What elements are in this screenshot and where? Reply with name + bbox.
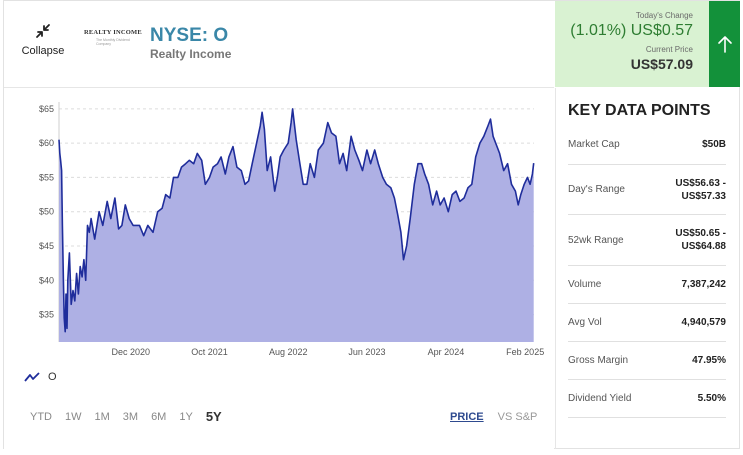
kdp-label: 52wk Range	[568, 234, 624, 246]
y-tick-label: $65	[39, 104, 54, 114]
collapse-label: Collapse	[21, 45, 65, 57]
y-tick-label: $60	[39, 138, 54, 148]
kdp-value: $50B	[702, 139, 726, 150]
x-tick-label: Apr 2024	[428, 347, 465, 357]
current-price: US$57.09	[630, 56, 693, 72]
kdp-label: Avg Vol	[568, 317, 602, 328]
period-1y[interactable]: 1Y	[179, 411, 193, 423]
period-3m[interactable]: 3M	[122, 411, 139, 423]
logo-text: REALTY INCOME	[84, 29, 142, 36]
period-ytd[interactable]: YTD	[30, 411, 52, 423]
kdp-row-52wk-range: 52wk Range US$50.65 - US$64.88	[568, 215, 726, 266]
company-name: Realty Income	[150, 47, 232, 61]
series-area-o	[59, 108, 534, 343]
kdp-value: US$50.65 - US$64.88	[675, 228, 726, 252]
kdp-row-market-cap: Market Cap $50B	[568, 125, 726, 165]
kdp-label: Day's Range	[568, 184, 625, 195]
price-chart-panel: $65 $60 $55 $50 $45 $40 $35 Dec 2020 Oct 2021 Aug…	[4, 88, 554, 449]
kdp-label: Gross Margin	[568, 355, 629, 366]
mode-vs-sp[interactable]: VS S&P	[497, 411, 538, 423]
arrow-up-icon	[718, 36, 732, 53]
kdp-value: 7,387,242	[681, 279, 727, 290]
kdp-row-gross-margin: Gross Margin 47.95%	[568, 342, 726, 380]
y-tick-label: $45	[39, 241, 54, 251]
legend-label: O	[48, 371, 57, 383]
y-tick-label: $35	[39, 310, 54, 320]
y-tick-label: $40	[39, 275, 54, 285]
kdp-row-avg-vol: Avg Vol 4,940,579	[568, 304, 726, 342]
x-tick-label: Aug 2022	[269, 347, 308, 357]
key-data-title: KEY DATA POINTS	[568, 102, 711, 119]
change-value: (1.01%) US$0.57	[570, 22, 693, 39]
kdp-row-days-range: Day's Range US$56.63 - US$57.33	[568, 165, 726, 215]
ticker-symbol: NYSE: O	[150, 25, 229, 46]
company-logo: REALTY INCOME The Monthly Dividend Compa…	[84, 29, 142, 55]
collapse-button[interactable]: Collapse	[18, 23, 68, 57]
y-tick-label: $55	[39, 172, 54, 182]
quote-summary: Today's Change (1.01%) US$0.57 Current P…	[555, 1, 709, 87]
kdp-label: Market Cap	[568, 139, 620, 150]
y-tick-label: $50	[39, 207, 54, 217]
kdp-row-dividend-yield: Dividend Yield 5.50%	[568, 380, 726, 418]
kdp-value: US$56.63 - US$57.33	[675, 177, 726, 202]
period-1m[interactable]: 1M	[94, 411, 110, 423]
stock-widget: Collapse REALTY INCOME The Monthly Divid…	[3, 0, 740, 449]
period-5y[interactable]: 5Y	[205, 409, 222, 424]
price-chart[interactable]: $65 $60 $55 $50 $45 $40 $35 Dec 2020 Oct 2021 Aug…	[4, 88, 554, 363]
kdp-label: Dividend Yield	[568, 393, 632, 404]
mode-selector: PRICE VS S&P	[450, 411, 551, 423]
key-data-panel: KEY DATA POINTS Market Cap $50B Day's Ra…	[555, 88, 740, 449]
period-1w[interactable]: 1W	[65, 411, 82, 423]
kdp-row-volume: Volume 7,387,242	[568, 266, 726, 304]
period-selector: YTD 1W 1M 3M 6M 1Y 5Y	[30, 409, 235, 424]
stock-header: Collapse REALTY INCOME The Monthly Divid…	[4, 1, 554, 88]
trend-line-icon	[24, 372, 40, 382]
logo-tagline: The Monthly Dividend Company	[96, 38, 130, 46]
kdp-label: Volume	[568, 279, 602, 290]
kdp-value: 5.50%	[697, 393, 726, 404]
series-line-o	[58, 108, 535, 333]
collapse-icon	[36, 24, 50, 38]
price-direction-button[interactable]	[709, 1, 740, 87]
chart-legend: O	[24, 371, 57, 383]
mode-price[interactable]: PRICE	[450, 411, 484, 423]
x-tick-label: Oct 2021	[191, 347, 228, 357]
x-tick-label: Jun 2023	[348, 347, 385, 357]
price-caption: Current Price	[645, 45, 693, 54]
kdp-value: 4,940,579	[681, 317, 727, 328]
x-tick-label: Feb 2025	[506, 347, 544, 357]
change-caption: Today's Change	[635, 11, 693, 20]
period-6m[interactable]: 6M	[151, 411, 167, 423]
kdp-value: 47.95%	[692, 355, 726, 366]
x-tick-label: Dec 2020	[111, 347, 150, 357]
